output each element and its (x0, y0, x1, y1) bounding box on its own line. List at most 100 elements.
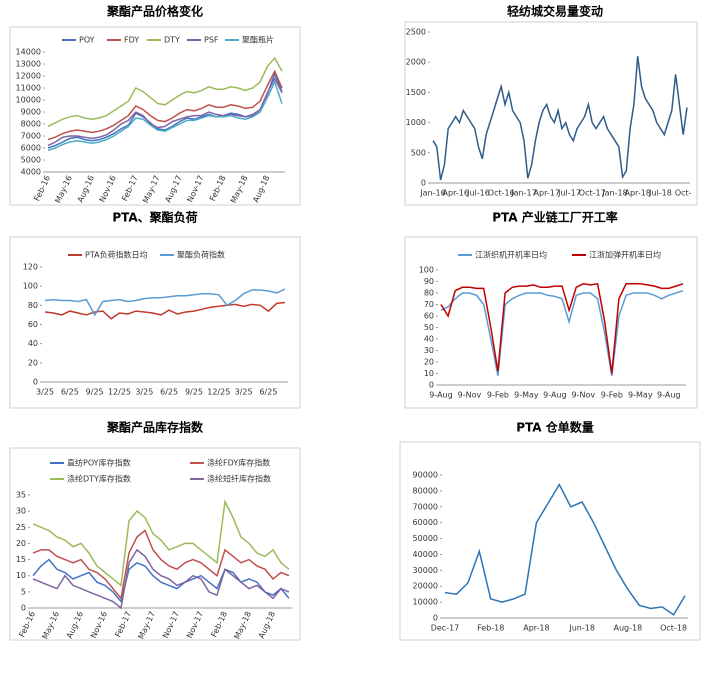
data-line (32, 548, 290, 610)
y-tick-label: 5000 (21, 156, 41, 165)
y-tick-label: 60 (424, 312, 434, 321)
x-tick-label: Jul-17 (557, 189, 581, 198)
x-tick-label: Feb-18 (477, 624, 504, 633)
x-tick-label: 9-May (628, 391, 653, 400)
y-tick-label: 25 (16, 523, 26, 532)
legend-label: POY (79, 36, 95, 45)
x-tick-label: Oct- (675, 189, 692, 198)
y-tick-label: 35 (16, 491, 26, 500)
legend-label: 涤纶短纤库存指数 (207, 474, 271, 484)
x-tick-label: Jul-18 (648, 189, 672, 198)
data-line (47, 69, 283, 141)
data-line (47, 76, 283, 147)
x-tick-label: 12/25 (108, 388, 131, 397)
x-tick-label: 9-May (514, 391, 539, 400)
y-tick-label: 120 (23, 263, 38, 272)
x-tick-label: 9-Nov (572, 391, 596, 400)
chart-frame (404, 21, 698, 206)
legend-label: PTA负荷指数日均 (85, 250, 148, 260)
x-tick-label: 6/25 (61, 388, 79, 397)
data-line (440, 282, 684, 374)
data-line (44, 288, 286, 317)
y-tick-label: 20 (16, 539, 26, 548)
y-tick-label: 10000 (16, 96, 41, 105)
legend-label: 江浙织机开机率日均 (475, 250, 547, 260)
chart-frame (399, 441, 701, 641)
y-tick-label: 6000 (21, 144, 41, 153)
y-tick-label: 1000 (406, 118, 426, 127)
y-tick-label: 5 (21, 587, 26, 596)
data-line (47, 79, 283, 152)
y-tick-label: 4000 (21, 168, 41, 177)
x-tick-label: Jun-18 (568, 624, 595, 633)
y-tick-label: 0 (421, 179, 426, 188)
data-line (444, 482, 686, 616)
x-tick-label: 9/25 (185, 388, 203, 397)
x-tick-label: Apr-18 (523, 624, 549, 633)
y-tick-label: 100 (419, 266, 434, 275)
data-line (32, 558, 290, 604)
x-tick-label: Apr-18 (625, 189, 651, 198)
x-tick-label: 3/25 (135, 388, 153, 397)
chart-title: PTA、聚酯负荷 (112, 210, 197, 225)
y-tick-label: 14000 (16, 48, 41, 57)
y-tick-label: 20 (28, 358, 38, 367)
x-tick-label: 9-Feb (601, 391, 623, 400)
data-line (440, 289, 684, 376)
legend-label: 江浙加弹开机率日均 (589, 250, 661, 260)
y-tick-label: 80000 (413, 486, 438, 495)
y-tick-label: 9000 (21, 108, 41, 117)
legend-label: 聚酯负荷指数 (177, 250, 225, 260)
y-tick-label: 80 (424, 289, 434, 298)
y-tick-label: 10 (16, 571, 26, 580)
x-tick-label: Oct-18 (660, 624, 687, 633)
y-tick-label: 0 (429, 381, 434, 390)
chart-title: PTA 仓单数量 (516, 420, 594, 435)
x-tick-label: Oct-16 (488, 189, 515, 198)
chart-frame (9, 236, 301, 409)
x-tick-label: 9-Aug (429, 391, 452, 400)
chart-title: 聚酯产品价格变化 (106, 4, 203, 19)
y-tick-label: 500 (411, 148, 426, 157)
y-tick-label: 40 (28, 339, 38, 348)
data-line (432, 56, 688, 181)
x-tick-label: 12/25 (207, 388, 230, 397)
x-tick-label: Jan-18 (601, 189, 627, 198)
data-line (47, 56, 283, 128)
y-tick-label: 70 (424, 300, 434, 309)
chart-frame (404, 236, 698, 409)
x-tick-label: Oct-17 (579, 189, 606, 198)
y-tick-label: 8000 (21, 120, 41, 129)
x-tick-label: 3/25 (36, 388, 54, 397)
y-tick-label: 20000 (413, 582, 438, 591)
data-line (32, 498, 290, 587)
y-tick-label: 12000 (16, 72, 41, 81)
x-tick-label: Aug-18 (614, 624, 643, 633)
x-tick-label: Jan-16 (419, 189, 445, 198)
chart-title: 轻纺城交易量变动 (507, 4, 603, 19)
y-tick-label: 70000 (413, 502, 438, 511)
y-tick-label: 90 (424, 277, 434, 286)
y-tick-label: 2500 (406, 28, 426, 37)
legend-label: DTY (164, 36, 180, 45)
y-tick-label: 7000 (21, 132, 41, 141)
x-tick-label: Apr-16 (443, 189, 469, 198)
legend-label: FDY (124, 36, 139, 45)
y-tick-label: 2000 (406, 58, 426, 67)
legend-label: 涤纶DTY库存指数 (67, 474, 131, 484)
chart-title: 聚酯产品库存指数 (106, 420, 204, 435)
x-tick-label: Jan-17 (510, 189, 536, 198)
x-tick-label: 9-Aug (543, 391, 566, 400)
y-tick-label: 80 (28, 301, 38, 310)
y-tick-label: 60000 (413, 518, 438, 527)
y-tick-label: 50 (424, 323, 434, 332)
y-tick-label: 15 (16, 555, 26, 564)
x-tick-label: 6/25 (160, 388, 178, 397)
data-line (32, 529, 290, 601)
y-tick-label: 60 (28, 320, 38, 329)
y-tick-label: 1500 (406, 88, 426, 97)
x-tick-label: 9-Nov (458, 391, 482, 400)
x-tick-label: 9-Feb (487, 391, 509, 400)
